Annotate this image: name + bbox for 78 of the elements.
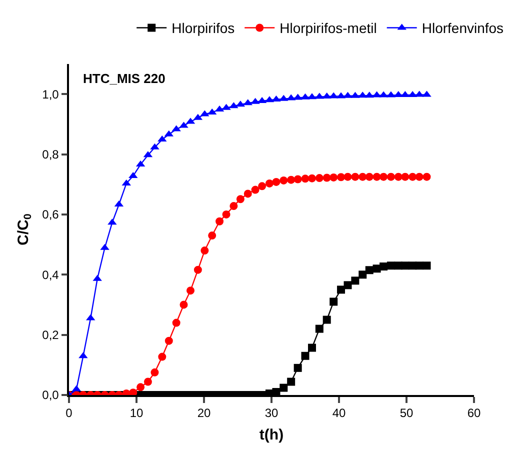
x-tick-label: 50	[400, 406, 414, 420]
point	[422, 172, 431, 181]
point	[287, 176, 296, 184]
point	[164, 336, 173, 345]
point	[308, 344, 316, 352]
point	[280, 384, 288, 392]
x-tick-label: 30	[264, 406, 278, 420]
point	[365, 266, 374, 274]
point	[308, 174, 316, 182]
point	[301, 352, 310, 360]
y-tick-label: 0,6	[42, 208, 60, 222]
point	[150, 368, 159, 376]
point	[380, 172, 388, 181]
point	[351, 172, 360, 181]
point	[244, 190, 252, 198]
point	[129, 388, 138, 395]
point	[386, 262, 395, 270]
point	[386, 172, 395, 181]
x-tick-label: 0	[66, 406, 73, 420]
point	[280, 176, 288, 184]
point	[194, 266, 202, 274]
point	[408, 172, 417, 181]
point	[301, 174, 310, 183]
point	[372, 172, 381, 181]
point	[322, 316, 331, 324]
point	[294, 364, 302, 372]
point	[401, 262, 410, 270]
point	[230, 202, 238, 210]
x-tick-label: 40	[332, 406, 346, 420]
legend-label: Hlorpirifos-metil	[280, 20, 377, 36]
point	[380, 262, 388, 271]
point	[315, 174, 324, 182]
point	[365, 172, 374, 181]
point	[344, 281, 352, 290]
point	[358, 270, 367, 279]
point	[315, 324, 324, 333]
point	[422, 262, 431, 270]
point	[258, 182, 266, 190]
point	[200, 246, 209, 255]
y-tick-label: 0,0	[42, 388, 60, 402]
point	[216, 217, 224, 226]
x-axis-title: t(h)	[259, 426, 284, 444]
y-tick-label: 1,0	[42, 87, 60, 102]
point	[294, 175, 302, 184]
y-tick-label: 0,8	[42, 147, 60, 162]
point	[236, 195, 244, 204]
point	[272, 388, 280, 395]
point	[415, 262, 424, 270]
point	[158, 352, 166, 361]
legend-label: Hlorpirifos	[172, 20, 235, 36]
legend-label: Hlorfenvinfos	[422, 20, 504, 36]
y-tick-label: 0,4	[42, 268, 60, 282]
point	[344, 172, 352, 181]
point	[265, 179, 274, 188]
point	[272, 178, 280, 186]
point	[358, 172, 367, 181]
point	[251, 186, 260, 194]
y-tick-label: 0,2	[42, 328, 60, 342]
x-tick-label: 20	[197, 406, 211, 420]
point	[330, 298, 338, 306]
point	[415, 172, 424, 181]
point	[180, 300, 188, 309]
point	[136, 383, 145, 392]
point	[172, 318, 180, 327]
annotation: HTC_MIS 220	[83, 71, 166, 86]
point	[337, 173, 346, 182]
point	[337, 286, 346, 294]
point	[208, 232, 216, 240]
point	[186, 286, 194, 295]
x-tick-label: 60	[467, 406, 481, 420]
point	[401, 172, 410, 181]
point	[287, 378, 296, 386]
point	[144, 378, 152, 386]
point	[351, 276, 360, 285]
point	[330, 173, 338, 182]
point	[394, 172, 402, 181]
x-tick-label: 10	[130, 406, 144, 420]
point	[222, 210, 230, 218]
